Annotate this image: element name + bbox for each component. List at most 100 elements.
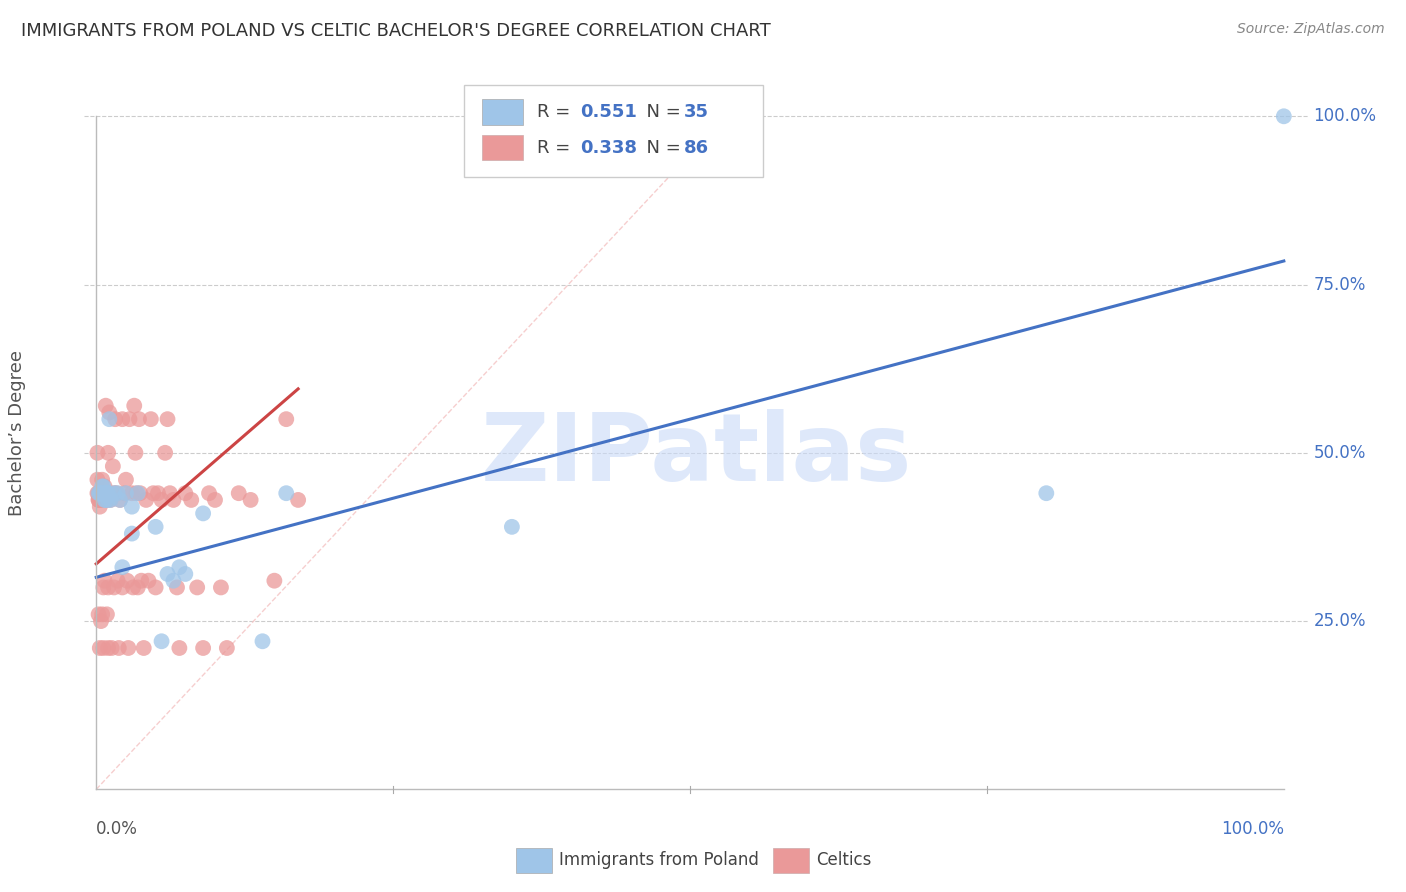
Point xyxy=(186,581,208,595)
Point xyxy=(180,492,202,507)
Point xyxy=(1272,109,1295,123)
Text: 0.338: 0.338 xyxy=(579,138,637,157)
Point xyxy=(93,640,115,655)
Point xyxy=(191,640,214,655)
Point xyxy=(98,412,121,426)
Text: 0.0%: 0.0% xyxy=(96,820,138,838)
Point xyxy=(87,492,110,507)
Point xyxy=(94,399,117,413)
Point xyxy=(146,486,169,500)
Point xyxy=(115,486,138,500)
Point xyxy=(93,486,115,500)
Point xyxy=(122,581,145,595)
Point xyxy=(145,581,167,595)
Point xyxy=(100,492,122,507)
Point xyxy=(169,640,191,655)
Point xyxy=(191,507,214,521)
FancyBboxPatch shape xyxy=(482,99,523,125)
FancyBboxPatch shape xyxy=(516,848,551,873)
Text: 0.551: 0.551 xyxy=(579,103,637,121)
Point xyxy=(162,492,184,507)
Text: 86: 86 xyxy=(683,138,709,157)
Point xyxy=(121,500,143,514)
Point xyxy=(94,486,117,500)
Point xyxy=(100,640,122,655)
Point xyxy=(93,486,115,500)
Point xyxy=(96,486,118,500)
Point xyxy=(103,486,125,500)
Point xyxy=(91,486,114,500)
Point xyxy=(111,581,134,595)
Point xyxy=(128,412,150,426)
Point xyxy=(118,412,141,426)
Point xyxy=(129,486,152,500)
Point xyxy=(501,520,523,534)
Text: 100.0%: 100.0% xyxy=(1220,820,1284,838)
Point xyxy=(87,607,110,622)
Text: N =: N = xyxy=(636,103,686,121)
Point xyxy=(252,634,274,648)
Point xyxy=(101,459,124,474)
Point xyxy=(91,607,114,622)
Point xyxy=(96,607,118,622)
Point xyxy=(156,566,179,581)
Point xyxy=(90,492,112,507)
Point xyxy=(1035,486,1057,500)
Point xyxy=(97,581,120,595)
Point xyxy=(115,574,138,588)
Point xyxy=(107,574,129,588)
Point xyxy=(111,560,134,574)
Text: Source: ZipAtlas.com: Source: ZipAtlas.com xyxy=(1237,22,1385,37)
Point xyxy=(100,492,122,507)
Text: N =: N = xyxy=(636,138,686,157)
FancyBboxPatch shape xyxy=(482,135,523,161)
Point xyxy=(276,486,298,500)
Point xyxy=(107,640,129,655)
Point xyxy=(135,492,157,507)
Point xyxy=(97,640,120,655)
Point xyxy=(96,492,118,507)
Point xyxy=(97,446,120,460)
Text: 75.0%: 75.0% xyxy=(1313,276,1365,293)
Text: Bachelor’s Degree: Bachelor’s Degree xyxy=(8,350,27,516)
Point xyxy=(139,412,162,426)
Text: R =: R = xyxy=(537,103,576,121)
Point xyxy=(127,581,149,595)
FancyBboxPatch shape xyxy=(773,848,808,873)
Point xyxy=(97,486,120,500)
Point xyxy=(239,492,262,507)
Point xyxy=(89,486,111,500)
Point xyxy=(150,492,173,507)
Point xyxy=(97,486,120,500)
Point xyxy=(87,486,110,500)
Text: 35: 35 xyxy=(683,103,709,121)
Point xyxy=(94,492,117,507)
Point xyxy=(89,500,111,514)
Point xyxy=(204,492,226,507)
Point xyxy=(111,412,134,426)
Point xyxy=(89,492,111,507)
Point xyxy=(91,492,114,507)
Text: IMMIGRANTS FROM POLAND VS CELTIC BACHELOR'S DEGREE CORRELATION CHART: IMMIGRANTS FROM POLAND VS CELTIC BACHELO… xyxy=(21,22,770,40)
Point xyxy=(93,486,115,500)
Point xyxy=(153,446,176,460)
Point xyxy=(97,492,120,507)
Point xyxy=(138,574,160,588)
Point xyxy=(104,412,127,426)
Text: 100.0%: 100.0% xyxy=(1313,107,1376,125)
Text: Celtics: Celtics xyxy=(815,851,872,869)
Point xyxy=(87,486,110,500)
Point xyxy=(215,640,238,655)
Point xyxy=(90,486,112,500)
Point xyxy=(198,486,221,500)
Point xyxy=(124,446,146,460)
Point xyxy=(122,399,145,413)
Text: Immigrants from Poland: Immigrants from Poland xyxy=(560,851,759,869)
Point xyxy=(90,614,112,628)
Point xyxy=(87,492,110,507)
Point xyxy=(145,520,167,534)
Point xyxy=(132,640,155,655)
Point xyxy=(108,492,131,507)
Text: 50.0%: 50.0% xyxy=(1313,444,1365,462)
Point xyxy=(93,479,115,493)
